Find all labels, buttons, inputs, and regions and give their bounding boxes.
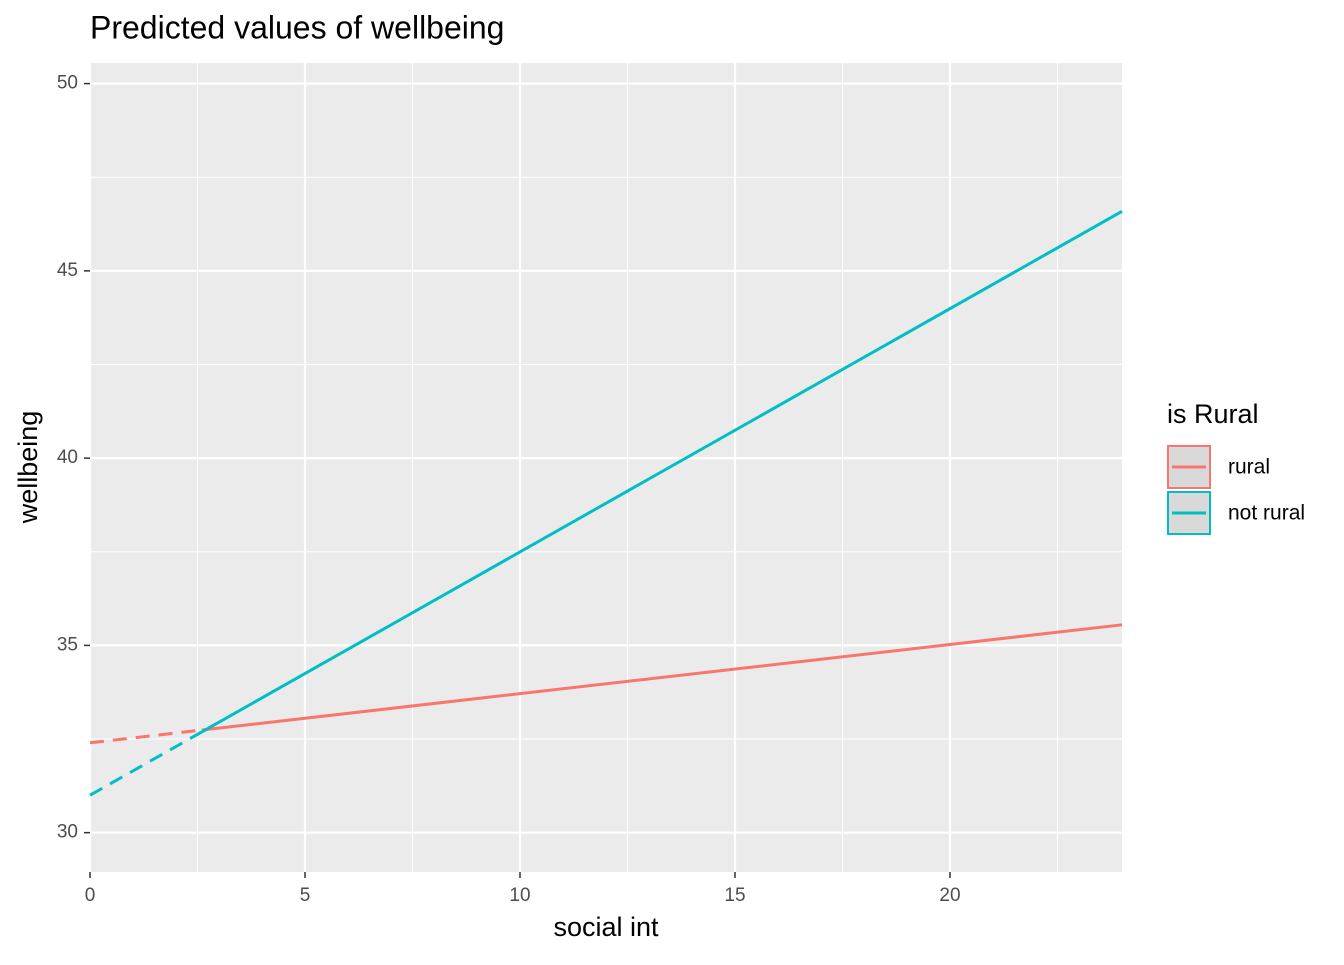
x-tick-label: 0 bbox=[85, 885, 96, 906]
y-tick-label: 45 bbox=[57, 260, 78, 281]
legend-title: is Rural bbox=[1167, 399, 1259, 429]
y-tick-label: 40 bbox=[57, 447, 78, 468]
series-line bbox=[201, 623, 1123, 732]
x-tick-label: 10 bbox=[509, 885, 530, 906]
y-tick-label: 35 bbox=[57, 634, 78, 655]
y-axis-label: wellbeing bbox=[13, 411, 43, 525]
chart-title: Predicted values of wellbeing bbox=[90, 9, 504, 45]
legend-label: not rural bbox=[1228, 502, 1305, 525]
x-tick-label: 5 bbox=[300, 885, 311, 906]
series-line bbox=[201, 210, 1123, 734]
series-line bbox=[89, 728, 202, 745]
x-tick-label: 15 bbox=[724, 885, 745, 906]
x-axis-label: social int bbox=[553, 912, 659, 942]
y-tick-label: 30 bbox=[57, 822, 78, 843]
x-tick-label: 20 bbox=[939, 885, 960, 906]
panel bbox=[90, 63, 1122, 872]
y-tick-label: 50 bbox=[57, 73, 78, 94]
legend-label: rural bbox=[1228, 456, 1270, 479]
